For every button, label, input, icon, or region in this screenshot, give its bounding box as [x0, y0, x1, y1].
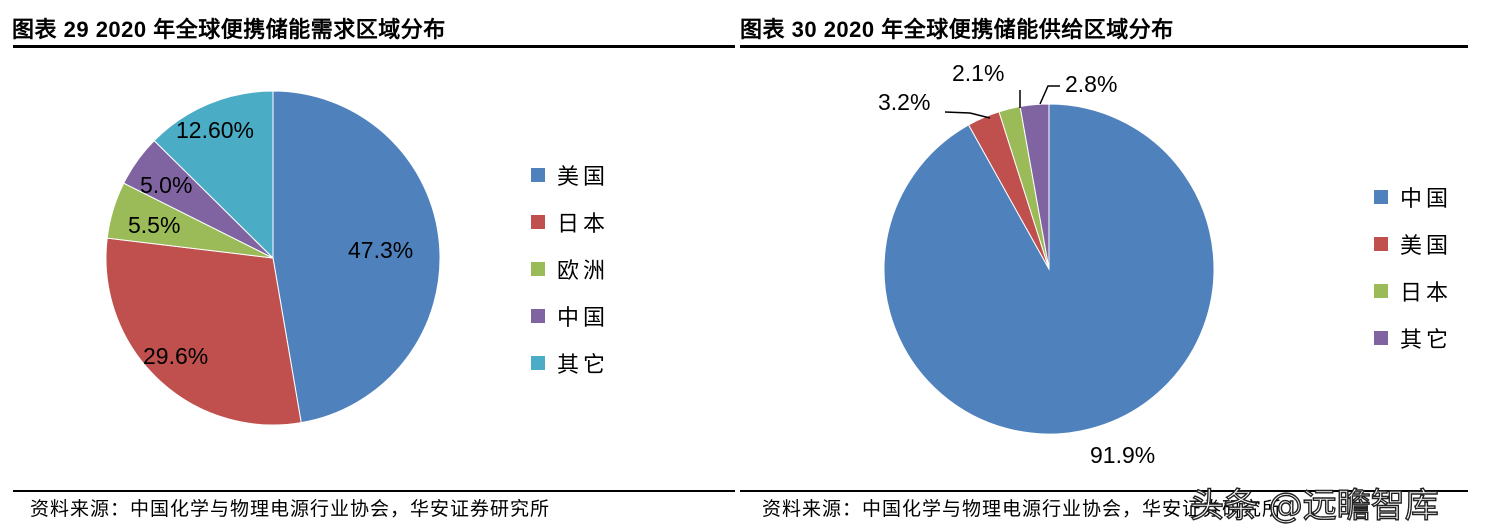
left-chart-title: 图表 29 2020 年全球便携储能需求区域分布: [12, 17, 446, 42]
left-label-other: 12.60%: [176, 117, 254, 143]
legend-swatch: [531, 356, 545, 370]
legend-label: 欧洲: [557, 259, 610, 284]
legend-item-usa: 美国: [1374, 229, 1452, 259]
legend-label: 其它: [1400, 328, 1453, 353]
legend-label: 中国: [557, 306, 610, 331]
left-label-japan: 29.6%: [143, 343, 208, 369]
right-source-note: 资料来源：中国化学与物理电源行业协会，华安证券研究所: [762, 498, 1283, 520]
legend-item-usa: 美国: [531, 160, 609, 190]
left-label-china: 5.0%: [140, 172, 192, 198]
pie-slice-1: [105, 237, 302, 426]
left-source-rule: [13, 490, 735, 492]
right-supply-pie: [883, 103, 1215, 435]
legend-swatch: [1374, 284, 1388, 298]
pie-slice-4: [153, 90, 274, 260]
legend-item-china: 中国: [531, 301, 609, 331]
legend-item-europe: 欧洲: [531, 254, 609, 284]
left-label-usa: 47.3%: [348, 237, 413, 263]
leader-line-usa: [944, 111, 991, 119]
legend-swatch: [531, 215, 545, 229]
right-label-other: 2.8%: [1065, 71, 1117, 97]
leader-line-other: [1039, 85, 1060, 105]
legend-swatch: [531, 262, 545, 276]
left-source-note: 资料来源：中国化学与物理电源行业协会，华安证券研究所: [30, 498, 551, 520]
right-chart-title: 图表 30 2020 年全球便携储能供给区域分布: [740, 17, 1174, 42]
right-legend: 中国 美国 日本 其它: [1374, 182, 1452, 353]
right-label-china: 91.9%: [1090, 442, 1155, 468]
left-title-rule: [13, 45, 735, 48]
legend-label: 日本: [1400, 281, 1453, 306]
legend-item-china: 中国: [1374, 182, 1452, 212]
legend-label: 美国: [557, 165, 610, 190]
watermark: 头条 @远瞻智库: [1189, 485, 1439, 526]
legend-label: 中国: [1400, 187, 1453, 212]
legend-label: 其它: [557, 353, 610, 378]
legend-item-japan: 日本: [1374, 276, 1452, 306]
legend-label: 日本: [557, 212, 610, 237]
right-source-rule: [740, 490, 1468, 492]
right-label-usa: 3.2%: [878, 89, 930, 115]
left-label-europe: 5.5%: [128, 212, 180, 238]
left-demand-pie: [105, 90, 441, 426]
legend-label: 美国: [1400, 234, 1453, 259]
left-legend: 美国 日本 欧洲 中国 其它: [531, 160, 609, 378]
legend-swatch: [1374, 331, 1388, 345]
legend-item-japan: 日本: [531, 207, 609, 237]
right-title-rule: [740, 45, 1468, 48]
legend-item-other: 其它: [1374, 323, 1452, 353]
right-label-japan: 2.1%: [952, 60, 1004, 86]
legend-swatch: [1374, 237, 1388, 251]
legend-item-other: 其它: [531, 348, 609, 378]
legend-swatch: [531, 168, 545, 182]
pie-slice-0: [272, 90, 441, 424]
legend-swatch: [531, 309, 545, 323]
legend-swatch: [1374, 190, 1388, 204]
